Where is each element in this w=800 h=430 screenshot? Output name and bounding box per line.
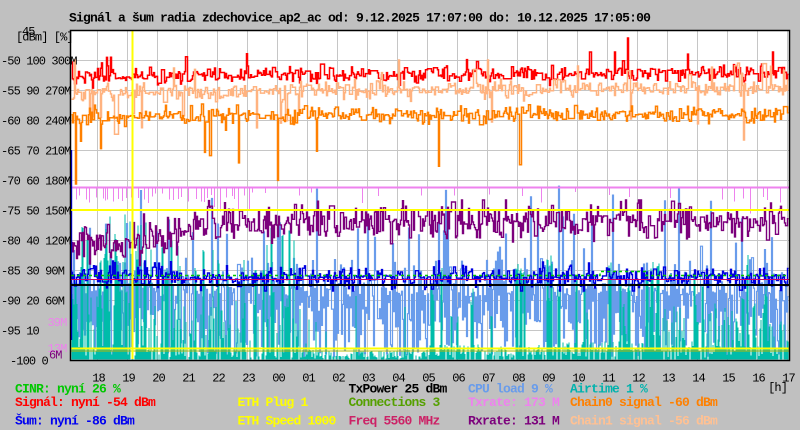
svg-text:-90 20 60M: -90 20 60M bbox=[1, 295, 65, 309]
svg-text:06: 06 bbox=[452, 372, 465, 386]
svg-text:Chain1 signal -56 dBm: Chain1 signal -56 dBm bbox=[570, 414, 718, 429]
svg-text:13: 13 bbox=[662, 372, 675, 386]
svg-text:08: 08 bbox=[512, 372, 525, 386]
svg-text:16: 16 bbox=[752, 372, 765, 386]
svg-text:17: 17 bbox=[782, 372, 795, 386]
svg-text:45: 45 bbox=[22, 25, 35, 39]
svg-text:Šum: nyní -86 dBm: Šum: nyní -86 dBm bbox=[15, 414, 135, 429]
svg-text:23: 23 bbox=[242, 372, 255, 386]
svg-text:01: 01 bbox=[302, 372, 315, 386]
svg-text:18: 18 bbox=[92, 372, 105, 386]
svg-text:Signál: nyní -54 dBm: Signál: nyní -54 dBm bbox=[15, 395, 156, 410]
svg-text:ETH Plug 1: ETH Plug 1 bbox=[238, 395, 309, 410]
svg-text:TxPower 25 dBm: TxPower 25 dBm bbox=[349, 382, 448, 397]
svg-text:00: 00 bbox=[272, 372, 285, 386]
svg-text:15: 15 bbox=[722, 372, 735, 386]
svg-text:14: 14 bbox=[692, 372, 705, 386]
svg-text:11: 11 bbox=[602, 372, 615, 386]
svg-text:09: 09 bbox=[542, 372, 555, 386]
svg-text:-100 0: -100 0 bbox=[10, 355, 49, 369]
svg-text:CINR: nyní 26 %: CINR: nyní 26 % bbox=[15, 382, 121, 397]
svg-text:6M: 6M bbox=[49, 349, 62, 363]
svg-text:07: 07 bbox=[482, 372, 495, 386]
svg-text:39M: 39M bbox=[48, 316, 68, 330]
svg-text:20: 20 bbox=[152, 372, 165, 386]
svg-text:Airtime 1 %: Airtime 1 % bbox=[570, 382, 648, 397]
svg-text:-95 10: -95 10 bbox=[1, 325, 40, 339]
svg-text:05: 05 bbox=[422, 372, 435, 386]
svg-text:Signál a šum radia zdechovice_: Signál a šum radia zdechovice_ap2_ac od:… bbox=[69, 11, 651, 26]
svg-text:Txrate: 173 M: Txrate: 173 M bbox=[468, 395, 560, 410]
svg-text:Rxrate: 131 M: Rxrate: 131 M bbox=[468, 414, 560, 429]
svg-text:-80 40 120M: -80 40 120M bbox=[1, 235, 71, 249]
svg-text:-55 90 270M: -55 90 270M bbox=[1, 85, 71, 99]
svg-text:-60 80 240M: -60 80 240M bbox=[1, 115, 71, 129]
svg-text:19: 19 bbox=[122, 372, 135, 386]
svg-text:[h]: [h] bbox=[768, 381, 787, 395]
svg-text:03: 03 bbox=[362, 372, 375, 386]
svg-text:13M: 13M bbox=[48, 342, 68, 356]
svg-text:Chain0 signal -60 dBm: Chain0 signal -60 dBm bbox=[570, 395, 718, 410]
svg-text:04: 04 bbox=[392, 372, 405, 386]
svg-text:[dBm] [%]: [dBm] [%] bbox=[16, 31, 73, 45]
svg-text:-70 60 180M: -70 60 180M bbox=[1, 175, 71, 189]
svg-text:-65 70 210M: -65 70 210M bbox=[1, 145, 71, 159]
svg-text:21: 21 bbox=[182, 372, 195, 386]
svg-text:02: 02 bbox=[332, 372, 345, 386]
svg-text:-75 50 150M: -75 50 150M bbox=[1, 205, 71, 219]
svg-text:-85 30 90M: -85 30 90M bbox=[1, 265, 65, 279]
svg-text:22: 22 bbox=[212, 372, 225, 386]
svg-text:CPU load 9 %: CPU load 9 % bbox=[468, 382, 553, 397]
svg-text:10: 10 bbox=[572, 372, 585, 386]
svg-text:12: 12 bbox=[632, 372, 645, 386]
svg-text:Freq 5560 MHz: Freq 5560 MHz bbox=[349, 414, 440, 429]
svg-text:-50 100 300M: -50 100 300M bbox=[1, 55, 77, 69]
svg-text:ETH Speed 1000: ETH Speed 1000 bbox=[238, 414, 337, 429]
svg-text:Connections 3: Connections 3 bbox=[349, 395, 441, 410]
